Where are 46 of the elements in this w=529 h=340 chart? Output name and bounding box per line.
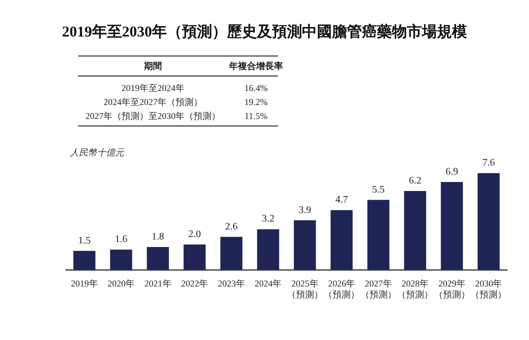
data-label: 4.7 [335, 194, 348, 206]
bar [478, 173, 500, 270]
bar [367, 200, 390, 270]
text: 19.2% [244, 97, 268, 107]
bar [220, 236, 242, 270]
bar [257, 229, 280, 270]
bar [146, 247, 169, 270]
data-label: 6.2 [408, 175, 422, 186]
bar [73, 250, 96, 270]
text: 11.5% [244, 111, 268, 121]
x-tick-label: 2028年（預測） [397, 278, 434, 300]
text: 2027年（預測）至2030年（預測） [86, 111, 220, 121]
data-label: 6.9 [446, 166, 458, 178]
x-tick-label: 2019年 [70, 278, 98, 288]
text: 2024年至2027年（預測） [104, 97, 202, 107]
data-label: 2.6 [225, 221, 238, 232]
data-label: 7.6 [482, 158, 495, 169]
chart-title: 2019年至2030年（預測）歷史及預測中國膽管癌藥物市場規模 [62, 22, 468, 40]
x-tick-label: 2024年 [254, 278, 282, 288]
x-tick-label: 2020年 [108, 278, 135, 288]
x-tick-label: 2023年 [218, 278, 245, 288]
bar [440, 182, 463, 270]
bar [184, 244, 206, 270]
text: 2019年至2024年 [122, 83, 184, 93]
x-tick-label: 2029年（預測） [434, 278, 470, 300]
text: 年複合增長率 [228, 61, 283, 71]
x-tick-label: 2021年 [144, 278, 172, 288]
data-label: 5.5 [372, 184, 385, 196]
bar [294, 220, 316, 270]
x-tick-label: 2030年（預測） [470, 278, 507, 300]
x-tick-label: 2026年（預測） [324, 278, 360, 300]
data-label: 3.2 [262, 214, 274, 225]
bar [110, 250, 132, 270]
x-tick-label: 2027年（預測） [360, 278, 396, 300]
data-label: 1.5 [78, 235, 91, 246]
bar [330, 210, 353, 270]
data-label: 3.9 [298, 204, 312, 216]
x-tick-label: 2025年（預測） [286, 278, 323, 300]
text: 期間 [143, 61, 162, 71]
bar [404, 190, 426, 270]
data-label: 2.0 [188, 229, 201, 240]
text: 16.4% [244, 83, 268, 93]
data-label: 1.8 [152, 232, 164, 243]
data-label: 1.6 [114, 234, 128, 246]
x-tick-label: 2022年 [181, 278, 208, 288]
y-axis-title: 人民幣十億元 [69, 148, 125, 158]
